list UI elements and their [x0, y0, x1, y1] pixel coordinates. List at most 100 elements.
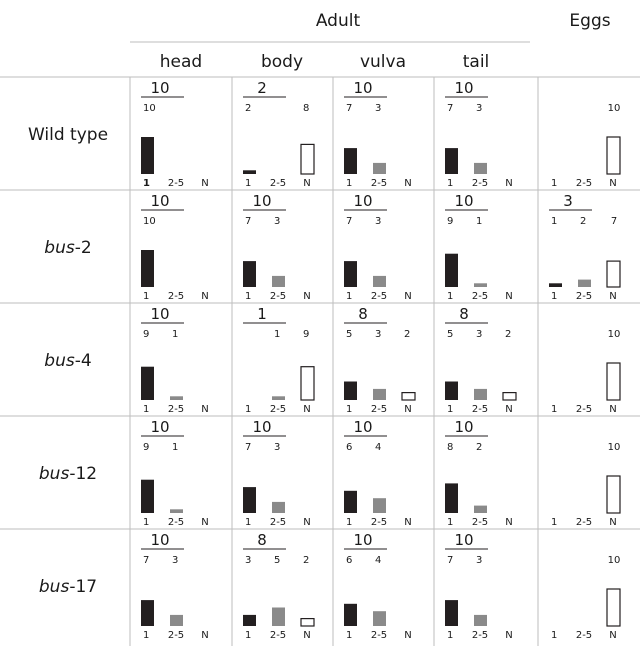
tick-label-bus-12-head-2-5: 2-5 — [168, 517, 184, 528]
total-bus-4-tail: 8 — [459, 305, 469, 323]
count-label-bus-2-vulva-1: 7 — [346, 216, 352, 227]
bar-bus-12-body-1 — [243, 487, 256, 513]
tick-label-bus-2-head-n: N — [201, 291, 208, 302]
bar-bus-4-vulva-1 — [344, 381, 357, 400]
bar-bus-2-eggs-1 — [549, 283, 562, 287]
tick-label-wild-type-head-2-5: 2-5 — [168, 178, 184, 189]
tick-label-wild-type-body-n: N — [303, 178, 310, 189]
count-label-bus-12-head-1: 9 — [143, 442, 149, 453]
total-bus-4-body: 1 — [257, 305, 267, 323]
bar-bus-12-vulva-2-5 — [373, 498, 386, 513]
bar-bus-17-vulva-2-5 — [373, 611, 386, 626]
count-label-bus-17-tail-2-5: 3 — [476, 555, 482, 566]
tick-label-bus-4-head-2-5: 2-5 — [168, 404, 184, 415]
count-label-bus-4-eggs-n: 10 — [608, 329, 621, 340]
bar-bus-12-head-1 — [141, 479, 154, 513]
tick-label-bus-17-tail-2-5: 2-5 — [472, 630, 488, 641]
bar-bus-12-vulva-1 — [344, 490, 357, 513]
tick-label-bus-12-head-n: N — [201, 517, 208, 528]
tick-label-bus-2-eggs-1: 1 — [551, 291, 557, 302]
bar-wild-type-vulva-2-5 — [373, 162, 386, 174]
count-label-bus-2-head-1: 10 — [143, 216, 156, 227]
tick-label-wild-type-eggs-2-5: 2-5 — [576, 178, 592, 189]
count-label-bus-17-body-n: 2 — [303, 555, 309, 566]
count-label-bus-4-tail-n: 2 — [505, 329, 511, 340]
tick-label-bus-12-body-1: 1 — [245, 517, 251, 528]
tick-label-bus-2-head-2-5: 2-5 — [168, 291, 184, 302]
count-label-bus-17-tail-1: 7 — [447, 555, 453, 566]
count-label-bus-17-head-2-5: 3 — [172, 555, 178, 566]
tick-label-wild-type-vulva-n: N — [404, 178, 411, 189]
count-label-bus-4-tail-2-5: 3 — [476, 329, 482, 340]
tick-label-bus-12-body-2-5: 2-5 — [270, 517, 286, 528]
bar-bus-4-vulva-2-5 — [373, 388, 386, 400]
count-label-bus-12-tail-1: 8 — [447, 442, 453, 453]
bar-bus-12-tail-1 — [445, 483, 458, 513]
bar-bus-17-body-n — [300, 617, 315, 627]
total-bus-2-head: 10 — [150, 192, 169, 210]
tick-label-bus-4-vulva-1: 1 — [346, 404, 352, 415]
tick-label-bus-12-body-n: N — [303, 517, 310, 528]
bar-bus-12-head-2-5 — [170, 509, 183, 513]
group-label-eggs: Eggs — [569, 11, 610, 31]
tick-label-bus-4-head-n: N — [201, 404, 208, 415]
count-label-wild-type-body-n: 8 — [303, 103, 309, 114]
tick-label-wild-type-tail-2-5: 2-5 — [472, 178, 488, 189]
count-label-bus-2-body-1: 7 — [245, 216, 251, 227]
bar-wild-type-eggs-n — [606, 136, 621, 175]
total-wild-type-vulva: 10 — [353, 79, 372, 97]
bar-bus-4-head-1 — [141, 366, 154, 400]
bar-bus-2-head-1 — [141, 250, 154, 287]
tick-label-bus-2-tail-1: 1 — [447, 291, 453, 302]
count-label-bus-4-head-2-5: 1 — [172, 329, 178, 340]
bar-bus-12-tail-2-5 — [474, 505, 487, 513]
tick-label-bus-12-vulva-2-5: 2-5 — [371, 517, 387, 528]
bar-bus-2-body-1 — [243, 261, 256, 287]
tick-label-bus-17-tail-n: N — [505, 630, 512, 641]
bar-bus-2-vulva-2-5 — [373, 275, 386, 287]
count-label-wild-type-vulva-2-5: 3 — [375, 103, 381, 114]
tick-label-bus-2-body-n: N — [303, 291, 310, 302]
tick-label-wild-type-vulva-1: 1 — [346, 178, 352, 189]
tick-label-bus-17-eggs-n: N — [609, 630, 616, 641]
count-label-bus-4-vulva-n: 2 — [404, 329, 410, 340]
bar-bus-12-eggs-n — [606, 475, 621, 514]
tick-label-wild-type-tail-1: 1 — [447, 178, 453, 189]
tick-label-wild-type-head-n: N — [201, 178, 208, 189]
tick-label-bus-4-vulva-2-5: 2-5 — [371, 404, 387, 415]
tick-label-bus-17-head-2-5: 2-5 — [168, 630, 184, 641]
bar-bus-4-body-n — [300, 366, 315, 401]
bar-bus-4-tail-n — [502, 392, 517, 401]
column-header-body: body — [261, 52, 303, 72]
total-bus-12-head: 10 — [150, 418, 169, 436]
total-bus-17-vulva: 10 — [353, 531, 372, 549]
total-bus-12-body: 10 — [252, 418, 271, 436]
bar-wild-type-head-1 — [141, 137, 154, 174]
count-label-bus-12-vulva-1: 6 — [346, 442, 352, 453]
count-label-bus-2-eggs-n: 7 — [611, 216, 617, 227]
tick-label-bus-17-body-1: 1 — [245, 630, 251, 641]
tick-label-bus-17-eggs-2-5: 2-5 — [576, 630, 592, 641]
count-label-bus-4-vulva-2-5: 3 — [375, 329, 381, 340]
count-label-bus-17-head-1: 7 — [143, 555, 149, 566]
tick-label-wild-type-tail-n: N — [505, 178, 512, 189]
count-label-bus-12-head-2-5: 1 — [172, 442, 178, 453]
tick-label-bus-2-eggs-2-5: 2-5 — [576, 291, 592, 302]
bar-bus-2-tail-1 — [445, 253, 458, 287]
total-bus-12-tail: 10 — [454, 418, 473, 436]
count-label-bus-12-tail-2-5: 2 — [476, 442, 482, 453]
tick-label-bus-4-tail-n: N — [505, 404, 512, 415]
column-header-head: head — [160, 52, 202, 72]
total-bus-2-body: 10 — [252, 192, 271, 210]
count-label-bus-17-eggs-n: 10 — [608, 555, 621, 566]
bar-bus-17-tail-1 — [445, 600, 458, 626]
bar-bus-17-body-1 — [243, 614, 256, 626]
bar-bus-17-tail-2-5 — [474, 614, 487, 626]
bar-bus-4-vulva-n — [401, 392, 416, 401]
tick-label-wild-type-body-1: 1 — [245, 178, 251, 189]
tick-label-bus-2-body-2-5: 2-5 — [270, 291, 286, 302]
bar-wild-type-body-1 — [243, 170, 256, 174]
total-bus-2-tail: 10 — [454, 192, 473, 210]
count-label-bus-2-vulva-2-5: 3 — [375, 216, 381, 227]
tick-label-bus-2-vulva-1: 1 — [346, 291, 352, 302]
